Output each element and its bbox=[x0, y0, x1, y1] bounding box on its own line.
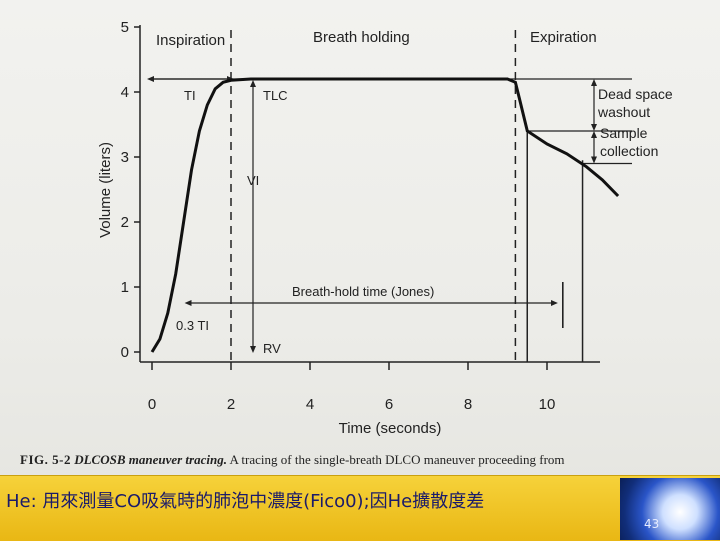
ti-label: TI bbox=[184, 88, 196, 103]
y-tick-label: 5 bbox=[121, 19, 129, 36]
volume-trace bbox=[150, 77, 620, 353]
x-tick-label: 8 bbox=[464, 396, 472, 413]
caption-title: DLCOSB maneuver tracing. bbox=[74, 452, 227, 467]
tlc-label: TLC bbox=[263, 88, 288, 103]
point-three-ti-label: 0.3 TI bbox=[176, 318, 209, 333]
y-tick-label: 3 bbox=[121, 149, 129, 166]
x-tick-label: 6 bbox=[385, 396, 393, 413]
x-tick-label: 0 bbox=[148, 396, 156, 413]
figure-caption: FIG. 5-2 DLCOSB maneuver tracing. A trac… bbox=[20, 452, 720, 474]
x-tick-label: 10 bbox=[539, 396, 556, 413]
footer-text: He: 用來測量CO吸氣時的肺泡中濃度(Fico0);因He擴散度差 bbox=[6, 491, 485, 512]
dead-space-label-2: washout bbox=[597, 104, 650, 120]
x-tick-label: 2 bbox=[227, 396, 235, 413]
y-tick-label: 4 bbox=[121, 84, 129, 101]
caption-text: A tracing of the single-breath DLCO mane… bbox=[229, 452, 565, 467]
footer-bar bbox=[0, 475, 720, 541]
x-tick-label: 4 bbox=[306, 396, 314, 413]
y-tick-label: 1 bbox=[121, 279, 129, 296]
x-axis-title: Time (seconds) bbox=[339, 420, 442, 437]
globe-logo-icon bbox=[620, 478, 720, 540]
axis-ticks: 0 2 4 6 8 10 0 1 2 3 4 5 bbox=[121, 19, 556, 413]
y-axis-title: Volume (liters) bbox=[97, 142, 114, 238]
y-tick-label: 2 bbox=[121, 214, 129, 231]
page-number: 43 bbox=[644, 517, 660, 531]
dead-space-label-1: Dead space bbox=[598, 86, 673, 102]
y-tick-label: 0 bbox=[121, 344, 129, 361]
breath-hold-label: Breath-hold time (Jones) bbox=[292, 284, 434, 299]
phase-label-inspiration: Inspiration bbox=[156, 32, 225, 49]
sample-label-1: Sample bbox=[600, 125, 648, 141]
caption-fig-label: FIG. 5-2 bbox=[20, 452, 71, 467]
phase-label-breath-holding: Breath holding bbox=[313, 29, 410, 46]
phase-label-expiration: Expiration bbox=[530, 29, 597, 46]
vi-label: VI bbox=[247, 173, 259, 188]
dlco-chart: 0 2 4 6 8 10 0 1 2 3 4 5 Time (seconds) Volume (lit… bbox=[97, 19, 673, 437]
rv-label: RV bbox=[263, 341, 281, 356]
sample-label-2: collection bbox=[600, 143, 658, 159]
